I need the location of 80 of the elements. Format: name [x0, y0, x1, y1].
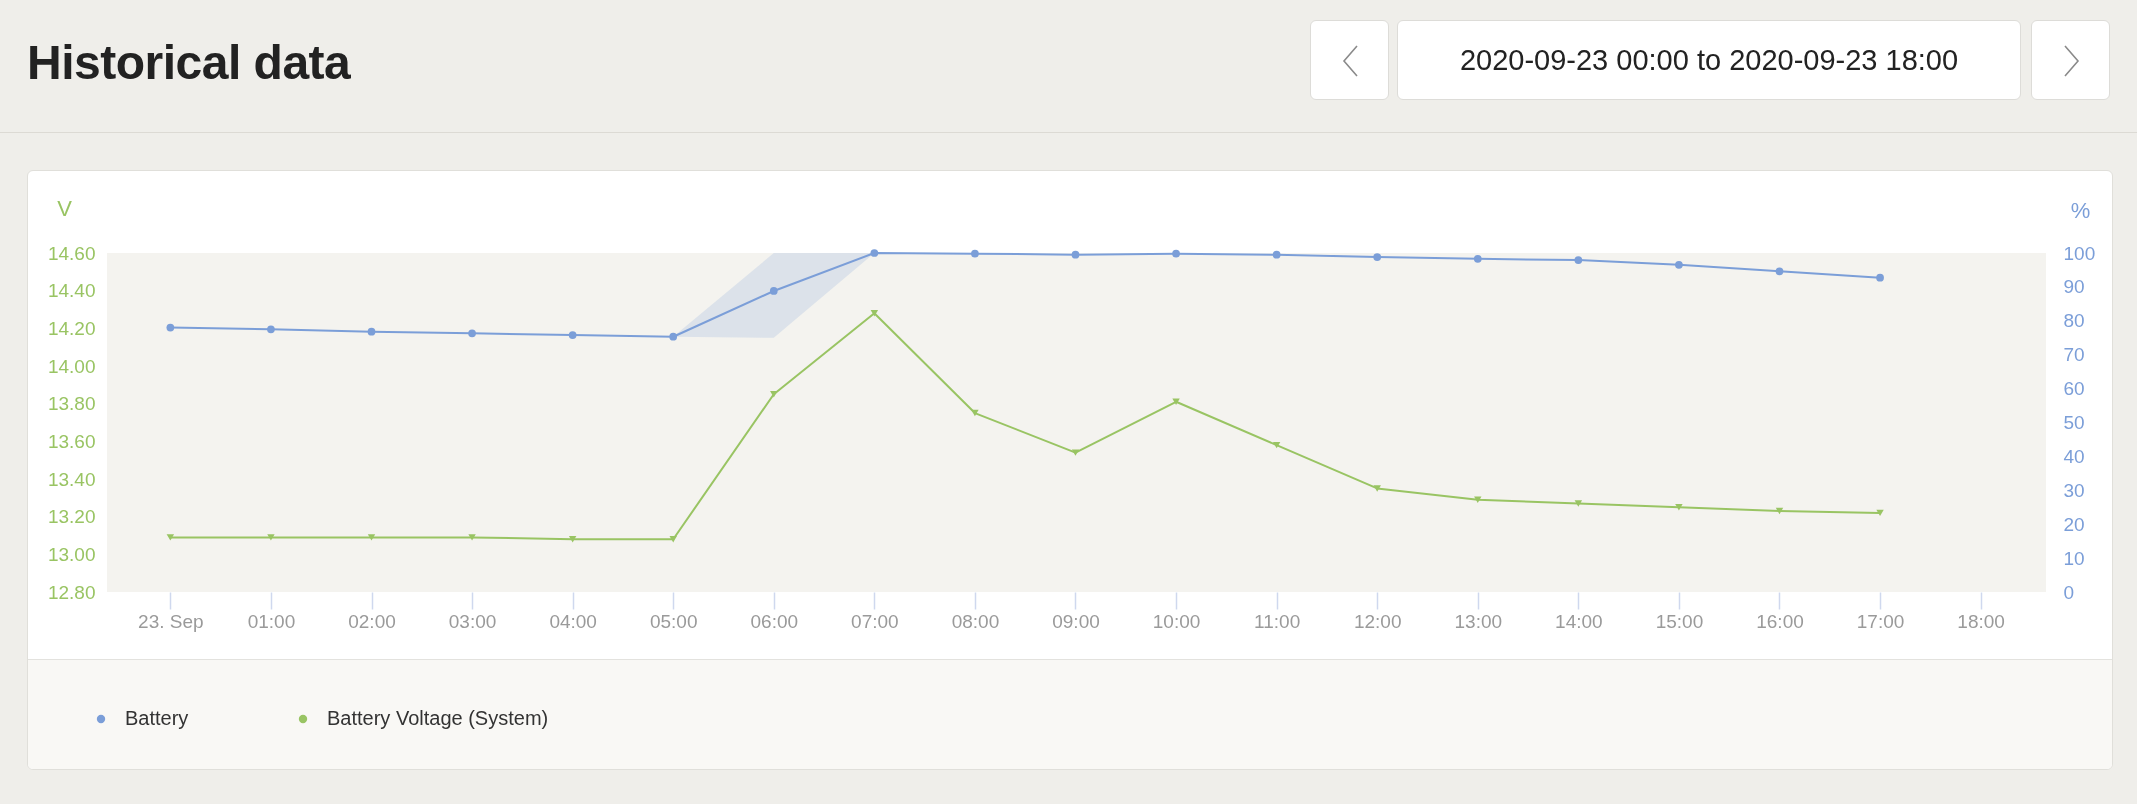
point: [1775, 507, 1784, 515]
y-tick-label: 13.60: [47, 430, 96, 452]
x-tick-label: 13:00: [1454, 610, 1503, 632]
x-tick-label: 12:00: [1353, 610, 1402, 632]
point: [769, 287, 778, 295]
point: [1071, 449, 1080, 456]
point: [468, 534, 476, 541]
y2-tick-label: 30: [2063, 479, 2085, 501]
y-tick-label: 13.80: [47, 393, 96, 415]
point: [870, 249, 879, 257]
y2-tick-label: 60: [2063, 378, 2085, 400]
y-tick-label: 13.00: [47, 543, 96, 565]
point: [1675, 504, 1683, 511]
y2-axis-title: %: [2070, 197, 2091, 223]
x-tick-label: 23. Sep: [138, 610, 204, 632]
legend-label: Battery Voltage (System): [327, 707, 549, 729]
y-tick-label: 14.60: [47, 242, 96, 264]
legend-label: Battery: [125, 707, 189, 729]
point: [1373, 485, 1381, 492]
point: [971, 249, 979, 258]
point: [1373, 253, 1382, 261]
date-range-field: 2020-09-23 00:00 to 2020-09-23 18:00: [1397, 20, 2021, 100]
point: [870, 310, 879, 317]
x-tick-label: 06:00: [750, 610, 799, 632]
y-tick-label: 13.20: [47, 506, 96, 528]
y-axis-title: V: [57, 195, 73, 221]
y2-tick-label: 80: [2063, 310, 2085, 332]
y-tick-label: 14.40: [47, 280, 96, 302]
point: [1574, 500, 1583, 507]
x-tick-label: 04:00: [549, 610, 597, 632]
point: [669, 536, 677, 543]
point: [267, 325, 275, 334]
x-tick-label: 05:00: [649, 610, 698, 632]
y-tick-label: 12.80: [47, 581, 96, 603]
point: [568, 536, 577, 543]
x-tick-label: 03:00: [448, 610, 497, 632]
point: [1675, 261, 1683, 269]
point: [367, 327, 376, 336]
point: [1775, 267, 1784, 276]
y-tick-label: 13.40: [47, 468, 96, 490]
point: [971, 409, 979, 417]
point: [367, 534, 376, 541]
point: [669, 332, 678, 341]
chart-title: Historical data: [27, 36, 351, 89]
y2-tick-label: 20: [2063, 513, 2085, 535]
point: [1876, 273, 1884, 282]
y2-tick-label: 10: [2063, 547, 2085, 569]
point: [166, 323, 175, 332]
point: [1172, 249, 1180, 258]
point: [166, 534, 175, 541]
point: [1071, 250, 1080, 259]
point: [267, 534, 275, 541]
x-tick-label: 10:00: [1152, 610, 1201, 632]
point: [468, 329, 476, 338]
x-tick-label: 01:00: [247, 610, 296, 632]
y2-tick-label: 40: [2063, 445, 2085, 467]
x-tick-label: 18:00: [1957, 610, 2005, 632]
x-tick-label: 11:00: [1254, 610, 1301, 632]
x-tick-label: 07:00: [851, 610, 899, 632]
x-tick-label: 17:00: [1856, 610, 1905, 632]
point: [568, 331, 577, 339]
x-tick-label: 16:00: [1756, 610, 1804, 632]
y2-tick-label: 0: [2063, 581, 2075, 603]
y2-tick-label: 100: [2063, 242, 2096, 264]
point: [770, 391, 778, 398]
x-tick-label: 09:00: [1052, 610, 1100, 632]
point: [1272, 441, 1281, 449]
x-tick-label: 02:00: [348, 610, 396, 632]
chart-subtitle: 2020-09-23 00:00 to 2020-09-23 18:00: [1459, 43, 1959, 77]
x-tick-label: 14:00: [1555, 610, 1603, 632]
x-tick-label: 15:00: [1655, 610, 1704, 632]
y2-tick-label: 90: [2063, 276, 2085, 298]
y2-tick-label: 70: [2063, 344, 2085, 366]
x-tick-label: 08:00: [951, 610, 1000, 632]
y-tick-label: 14.00: [47, 355, 96, 377]
y2-tick-label: 50: [2063, 412, 2085, 433]
point: [1272, 250, 1281, 259]
point: [1574, 256, 1583, 264]
point: [1473, 254, 1482, 263]
y-tick-label: 14.20: [47, 317, 96, 339]
